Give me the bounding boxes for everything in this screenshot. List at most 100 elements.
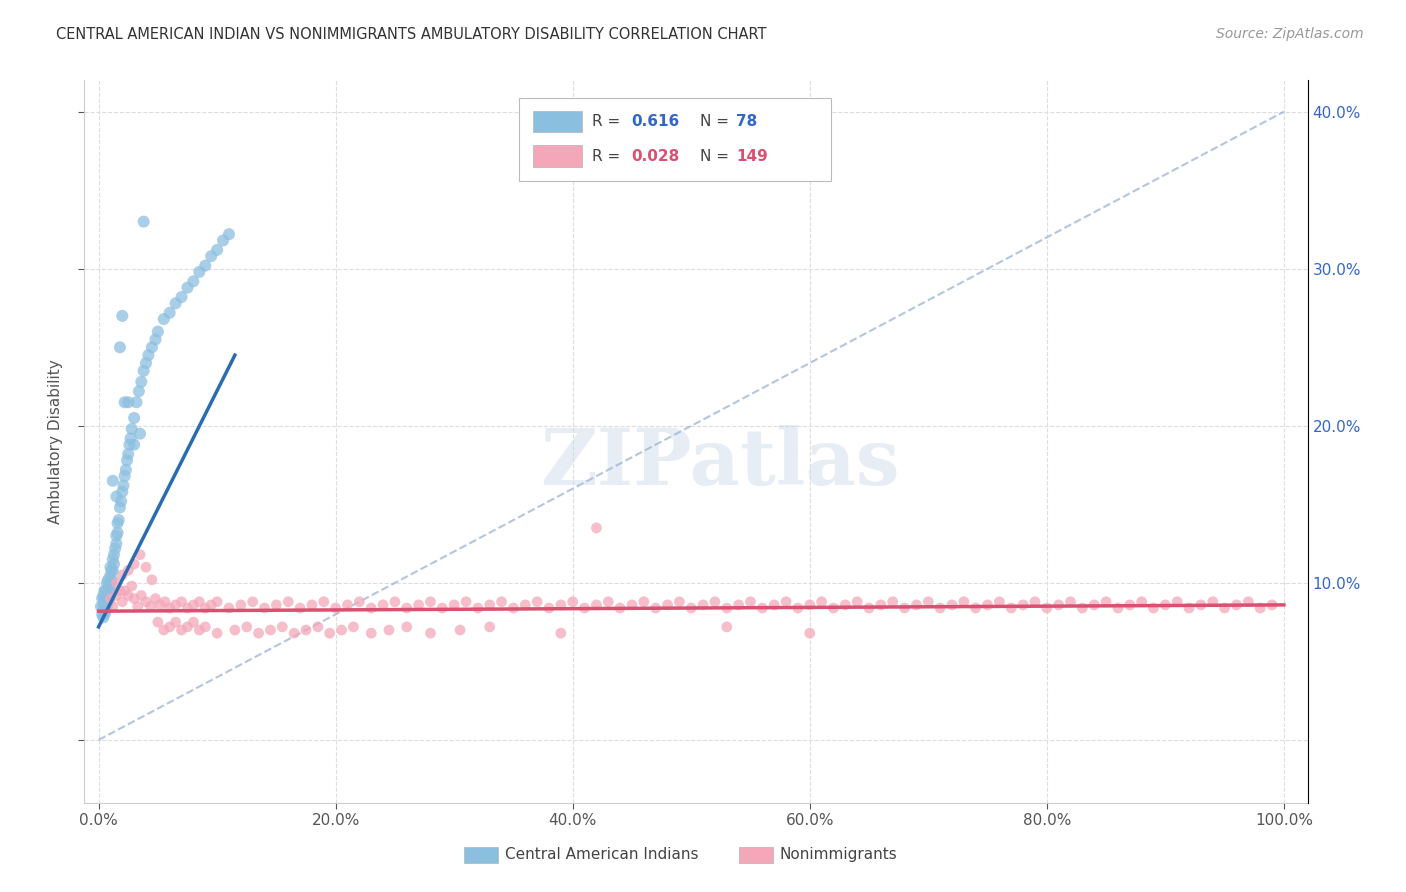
Point (122, 438, 145, 452)
Point (395, 601, 418, 615)
Point (111, 568, 134, 582)
Point (165, 296, 187, 310)
Point (408, 598, 430, 612)
Point (633, 595, 655, 609)
Point (1119, 598, 1142, 612)
Point (205, 595, 228, 609)
Point (288, 601, 311, 615)
Point (200, 249, 222, 263)
Point (122, 557, 145, 571)
Text: ZIPatlas: ZIPatlas (541, 425, 900, 501)
Point (105, 575, 128, 590)
Point (138, 348, 160, 362)
Point (114, 395, 136, 409)
Point (146, 325, 169, 339)
Point (657, 598, 679, 612)
Point (319, 626, 342, 640)
Point (787, 601, 810, 615)
Point (644, 601, 666, 615)
Y-axis label: Ambulatory Disability: Ambulatory Disability (48, 359, 63, 524)
Point (194, 601, 217, 615)
Point (115, 453, 138, 467)
Point (93, 583, 115, 598)
Text: 149: 149 (737, 149, 768, 163)
Point (893, 601, 915, 615)
Point (115, 463, 138, 477)
Point (96, 575, 118, 590)
Point (139, 599, 162, 614)
Point (188, 265, 211, 279)
Point (1036, 601, 1059, 615)
Point (775, 595, 797, 609)
Point (108, 583, 131, 598)
Bar (738, 847, 773, 863)
Point (110, 494, 132, 508)
Point (111, 309, 134, 323)
Point (307, 620, 329, 634)
Point (135, 560, 157, 574)
Point (129, 589, 152, 603)
Point (170, 290, 193, 304)
Point (1154, 598, 1177, 612)
Point (384, 595, 406, 609)
Point (205, 626, 228, 640)
Point (491, 595, 513, 609)
Point (141, 573, 163, 587)
Point (1059, 595, 1081, 609)
Point (1189, 598, 1212, 612)
Point (111, 595, 134, 609)
Point (135, 595, 157, 609)
Point (97, 583, 120, 598)
Point (561, 595, 583, 609)
Point (478, 620, 501, 634)
Point (585, 598, 607, 612)
Point (550, 598, 572, 612)
Point (128, 384, 150, 399)
Point (91, 599, 114, 614)
Point (229, 598, 252, 612)
Point (122, 411, 145, 425)
Point (953, 595, 976, 609)
Point (763, 598, 786, 612)
Point (176, 620, 198, 634)
Point (91, 589, 114, 603)
Point (419, 626, 441, 640)
Text: N =: N = (700, 149, 734, 163)
Point (609, 601, 631, 615)
Point (1166, 595, 1188, 609)
Point (740, 595, 762, 609)
Point (98, 579, 121, 593)
Point (141, 340, 163, 354)
Point (620, 598, 643, 612)
Point (120, 431, 142, 445)
Point (502, 601, 524, 615)
Point (259, 623, 281, 637)
Point (1130, 595, 1153, 609)
Point (111, 484, 134, 499)
Point (200, 598, 222, 612)
Point (1107, 601, 1129, 615)
Point (253, 601, 276, 615)
Point (454, 595, 477, 609)
Point (91, 591, 114, 606)
Point (107, 513, 129, 527)
Point (96, 599, 118, 614)
Point (325, 601, 347, 615)
Point (858, 601, 880, 615)
Point (449, 623, 471, 637)
Point (467, 601, 489, 615)
Point (419, 595, 441, 609)
Point (218, 601, 240, 615)
Point (1024, 595, 1046, 609)
Point (121, 579, 143, 593)
Point (799, 626, 821, 640)
Point (1083, 598, 1105, 612)
Point (105, 529, 128, 543)
Point (976, 598, 998, 612)
Point (242, 595, 264, 609)
Point (91, 610, 114, 624)
Point (100, 575, 122, 590)
Point (515, 598, 537, 612)
Point (194, 259, 217, 273)
Text: R =: R = (592, 149, 626, 163)
